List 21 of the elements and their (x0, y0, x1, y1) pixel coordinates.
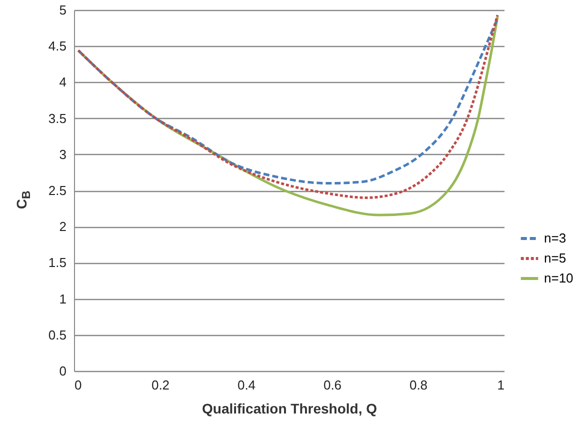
legend-label: n=10 (544, 270, 574, 286)
x-axis-title: Qualification Threshold, Q (202, 400, 378, 416)
x-tick-label: 0.4 (237, 378, 256, 392)
y-tick-label: 0.5 (48, 327, 66, 342)
legend-label: n=3 (544, 230, 566, 246)
y-tick-label: 1.5 (48, 255, 66, 270)
y-tick-label: 1 (59, 291, 66, 306)
y-tick-label: 4 (59, 74, 66, 90)
x-tick-label: 0 (74, 378, 82, 392)
x-tick-label: 0.2 (151, 378, 170, 392)
y-tick-label: 3 (59, 146, 66, 162)
x-tick-label: 0.6 (323, 378, 342, 392)
x-tick-label: 1 (497, 378, 504, 392)
x-tick-label: 0.8 (409, 378, 428, 392)
y-tick-label: 3.5 (48, 110, 66, 126)
y-tick-label: 0 (59, 364, 66, 378)
y-tick-label: 2 (59, 219, 66, 234)
y-tick-label: 5 (59, 2, 66, 18)
y-tick-label: 2.5 (48, 183, 66, 198)
legend-label: n=5 (544, 250, 566, 266)
y-tick-label: 4.5 (48, 38, 66, 54)
